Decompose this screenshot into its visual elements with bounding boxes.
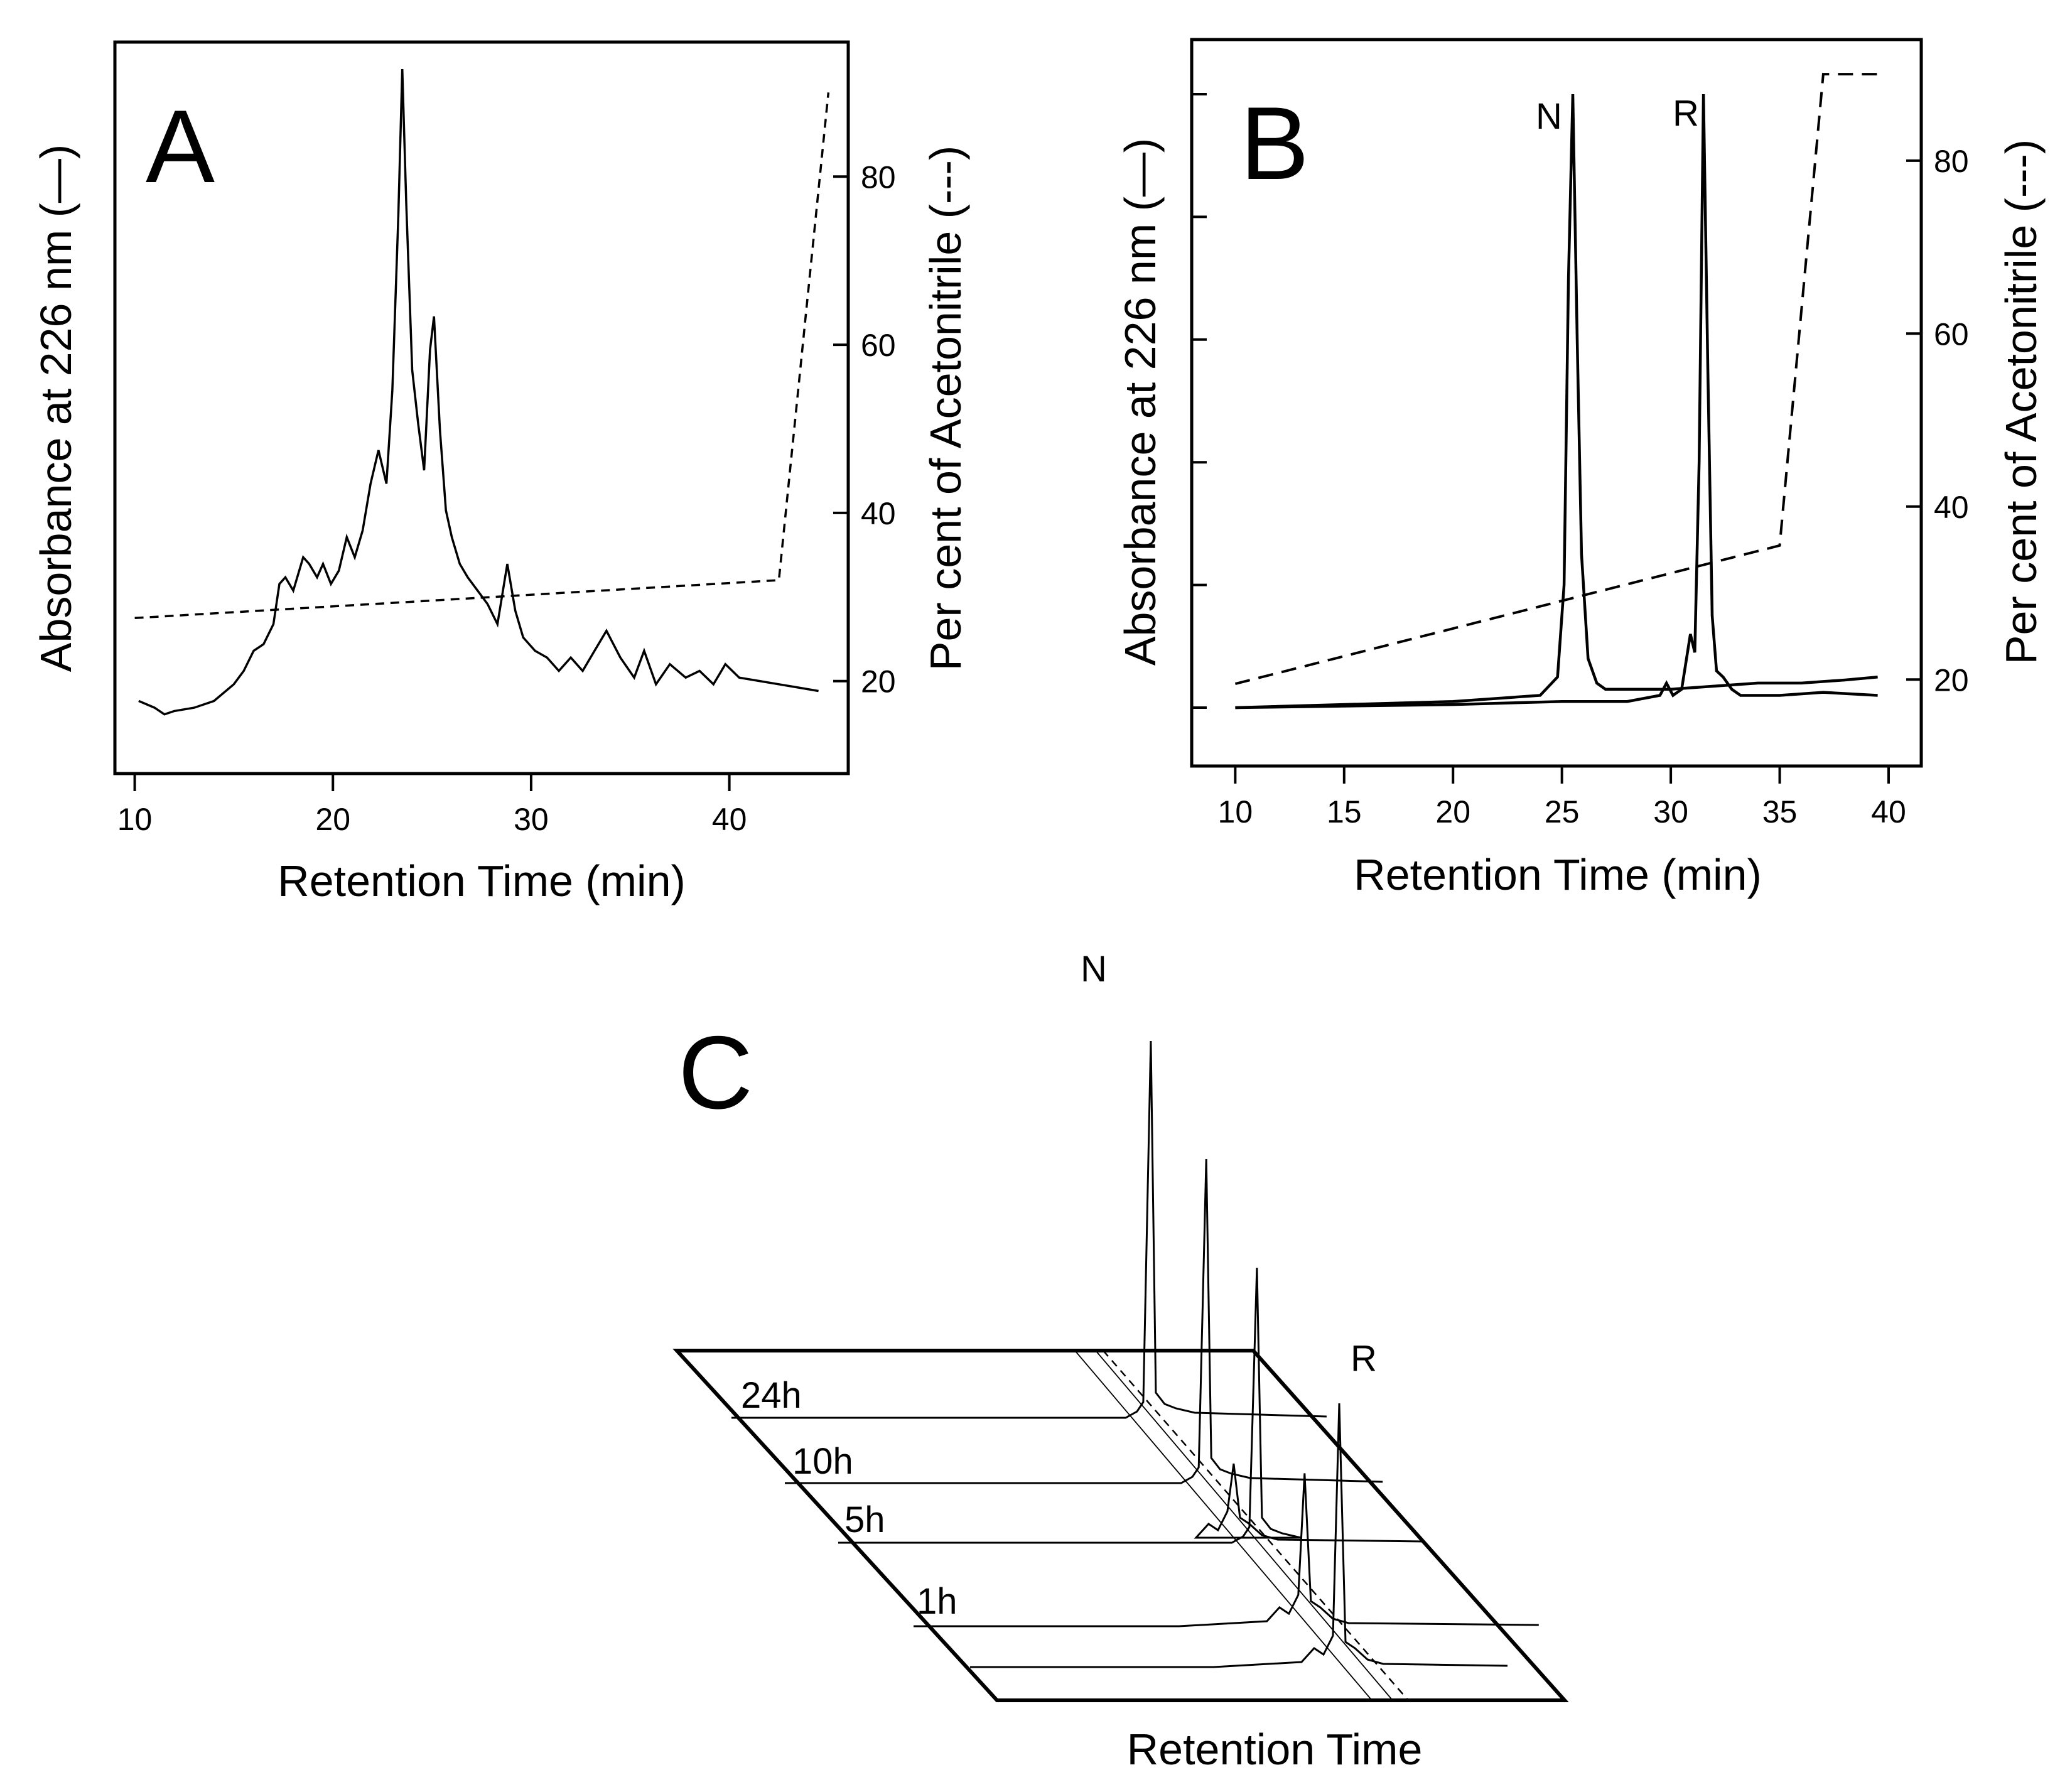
panel-a-ytick-label-60: 60 [861, 328, 896, 363]
panel-c-label-10h: 10h [792, 1441, 853, 1482]
panel-c-trace-5h [838, 1267, 1424, 1544]
panel-b-xticks: 10 15 20 25 30 35 40 [1218, 766, 1906, 829]
panel-a-frame [113, 40, 850, 775]
panel-a-xtick-label-40: 40 [712, 802, 747, 837]
panel-a-ytick-label-20: 20 [861, 664, 896, 699]
panel-c-traces [731, 1040, 1539, 1668]
panel-c-peak-label-n: N [1081, 949, 1107, 990]
panel-a: A 10 20 30 40 20 40 60 80 Retention Time (min)… [31, 40, 970, 905]
panel-b-xtick-label-20: 20 [1435, 794, 1470, 829]
panel-b-xlabel: Retention Time (min) [1354, 850, 1762, 899]
panel-c-label-5h: 5h [844, 1499, 885, 1540]
panel-b-ytick-label-80: 80 [1934, 144, 1969, 179]
panel-c-letter: C [678, 1015, 753, 1130]
panel-c-xlabel: Retention Time [1127, 1725, 1423, 1774]
panel-c-guides [1074, 1350, 1409, 1701]
panel-a-xtick-label-20: 20 [315, 802, 350, 837]
panel-a-yticks-right: 20 40 60 80 [833, 159, 896, 699]
panel-a-ylabel-right: Per cent of Acetonitrile (---) [921, 146, 970, 671]
panel-b-peak-label-r: R [1673, 93, 1699, 134]
panel-a-ytick-label-80: 80 [861, 159, 896, 195]
panel-b-absorbance-n-line [1235, 94, 1878, 710]
panel-b-ytick-label-20: 20 [1934, 662, 1969, 698]
panel-b-xtick-label-15: 15 [1327, 794, 1362, 829]
panel-a-letter: A [146, 89, 215, 204]
panel-c-label-24h: 24h [741, 1375, 802, 1416]
panel-a-xlabel: Retention Time (min) [278, 856, 686, 905]
panel-b-yticks-left [1192, 93, 1207, 709]
panel-b-ylabel-right: Per cent of Acetonitrile (---) [1997, 139, 2046, 664]
panel-c-peak-label-r: R [1351, 1338, 1377, 1379]
panel-c-label-1h: 1h [917, 1581, 957, 1622]
panel-a-xtick-label-30: 30 [514, 802, 549, 837]
panel-b-xtick-label-35: 35 [1762, 794, 1798, 829]
panel-c-trace-0h [970, 1403, 1508, 1668]
panel-b-ytick-label-40: 40 [1934, 490, 1969, 525]
panel-b-ytick-label-60: 60 [1934, 316, 1969, 352]
panel-b-xtick-label-25: 25 [1545, 794, 1580, 829]
panel-b-xtick-label-30: 30 [1653, 794, 1688, 829]
panel-a-absorbance-line [138, 68, 819, 716]
panel-a-xtick-label-10: 10 [117, 802, 153, 837]
panel-c-trace-10h [785, 1158, 1383, 1484]
panel-c-guide-dashed [1103, 1350, 1409, 1701]
panel-a-ytick-label-40: 40 [861, 496, 896, 531]
panel-c-trace-1h [914, 1473, 1539, 1627]
panel-b-xtick-label-40: 40 [1871, 794, 1906, 829]
panel-b-xtick-label-10: 10 [1218, 794, 1253, 829]
panel-c-floor [672, 1349, 1569, 1702]
panel-b-acetonitrile-line [1234, 73, 1884, 686]
panel-b-frame [1190, 38, 1923, 768]
panel-a-xticks: 10 20 30 40 [117, 774, 747, 837]
panel-a-ylabel-left: Absorbance at 226 nm (—) [31, 144, 80, 672]
panel-b-absorbance-r-line [1235, 94, 1878, 710]
panel-b-peak-label-n: N [1536, 96, 1562, 137]
panel-c-guide-solid-1 [1074, 1350, 1373, 1701]
panel-b-yticks-right: 20 40 60 80 [1906, 144, 1969, 698]
panel-b-letter: B [1240, 85, 1309, 201]
panel-c: C 24h 10h 5h 1h N R Retention Time [672, 949, 1569, 1774]
panel-a-acetonitrile-line [134, 92, 830, 620]
panel-c-guide-solid-2 [1095, 1350, 1393, 1701]
panel-b-ylabel-left: Absorbance at 226 nm (—) [1116, 138, 1165, 666]
panel-c-trace-24h [731, 1040, 1327, 1419]
panel-b: B 10 15 20 25 30 35 40 20 40 60 80 N R Retention … [1116, 38, 2046, 899]
